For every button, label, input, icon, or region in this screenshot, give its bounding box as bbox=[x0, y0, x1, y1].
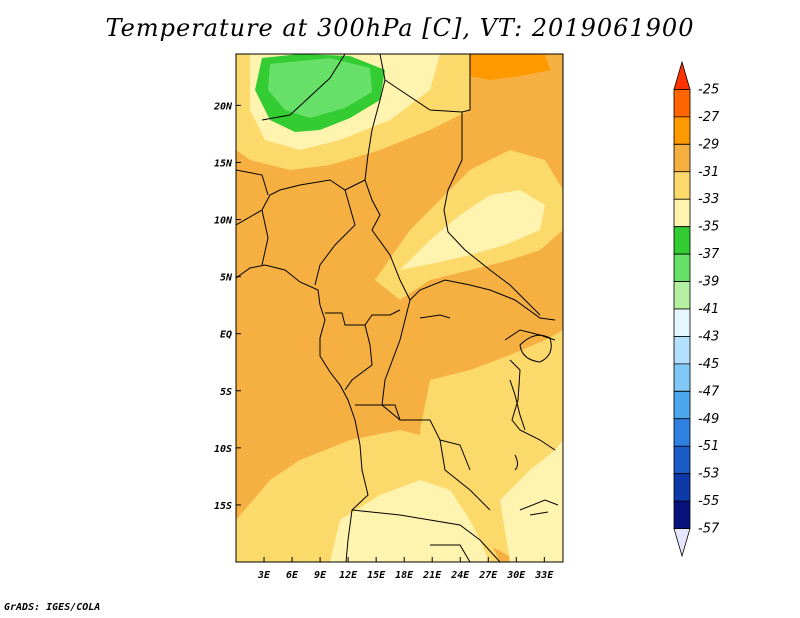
colorbar-label: -53 bbox=[698, 467, 719, 482]
colorbar-swatch bbox=[673, 198, 691, 228]
colorbar-label: -35 bbox=[698, 220, 719, 235]
colorbar-swatch bbox=[673, 445, 691, 475]
lon-tick-label: 12E bbox=[339, 570, 358, 581]
colorbar-swatch bbox=[673, 363, 691, 392]
lat-tick-label: 15S bbox=[214, 501, 232, 512]
lon-tick-label: 18E bbox=[395, 570, 414, 581]
colorbar-swatch bbox=[673, 171, 691, 200]
lon-tick-label: 15E bbox=[367, 570, 386, 581]
colorbar-label: -39 bbox=[698, 275, 719, 290]
map-frame bbox=[235, 53, 564, 563]
colorbar-label: -33 bbox=[698, 192, 719, 207]
colorbar-swatch bbox=[673, 253, 691, 282]
colorbar-label: -43 bbox=[698, 329, 719, 344]
lon-tick-label: 3E bbox=[257, 570, 271, 581]
latitude-axis: 20N 15N 10N 5N EQ 5S 10S 15S bbox=[213, 101, 241, 512]
lon-tick-label: 21E bbox=[422, 570, 442, 581]
country-borders bbox=[236, 54, 559, 562]
lat-tick-label: 10S bbox=[214, 444, 232, 455]
lon-tick-label: 24E bbox=[450, 570, 470, 581]
colorbar-swatch bbox=[673, 143, 691, 173]
grads-credit: GrADS: IGES/COLA bbox=[4, 602, 101, 613]
colorbar-label: -27 bbox=[698, 110, 720, 125]
colorbar-swatch bbox=[673, 418, 691, 447]
colorbar-label: -49 bbox=[698, 412, 719, 427]
colorbar-label: -25 bbox=[698, 82, 719, 97]
colorbar-swatch bbox=[673, 390, 691, 420]
lat-tick-label: 20N bbox=[213, 101, 233, 112]
lat-tick-label: EQ bbox=[220, 330, 232, 341]
map-title: Temperature at 300hPa [C], VT: 201906190… bbox=[105, 14, 695, 42]
colorbar-label: -57 bbox=[698, 522, 720, 537]
lon-tick-label: 27E bbox=[478, 570, 498, 581]
lon-tick-label: 30E bbox=[506, 570, 526, 581]
lat-tick-label: 15N bbox=[214, 158, 233, 169]
field-band-central-pale bbox=[400, 190, 545, 270]
colorbar-label: -41 bbox=[698, 302, 719, 317]
longitude-axis: 3E 6E 9E 12E 15E 18E 21E 24E 27E 30E 33E bbox=[257, 557, 554, 581]
colorbar-swatch bbox=[673, 473, 691, 502]
colorbar-swatch bbox=[673, 116, 691, 145]
colorbar-label: -45 bbox=[698, 357, 719, 372]
lon-tick-label: 6E bbox=[286, 570, 299, 581]
colorbar-label: -51 bbox=[698, 439, 719, 454]
colorbar-label: -31 bbox=[698, 165, 719, 180]
lat-tick-label: 5S bbox=[220, 387, 232, 398]
colorbar-swatch bbox=[673, 281, 691, 310]
lon-tick-label: 9E bbox=[314, 570, 327, 581]
temperature-field bbox=[236, 54, 563, 562]
field-band-southeast-pale bbox=[500, 440, 563, 562]
field-warm-patch bbox=[470, 54, 550, 80]
colorbar-label: -47 bbox=[698, 384, 720, 399]
colorbar-label: -29 bbox=[698, 137, 719, 152]
colorbar-swatch bbox=[673, 60, 691, 90]
lat-tick-label: 5N bbox=[220, 273, 233, 284]
colorbar-swatch bbox=[673, 500, 691, 529]
lon-tick-label: 33E bbox=[534, 570, 554, 581]
field-cold-core-light bbox=[268, 58, 372, 118]
lat-tick-label: 10N bbox=[214, 216, 233, 227]
colorbar-swatch bbox=[673, 336, 691, 365]
colorbar-swatch bbox=[673, 528, 691, 558]
colorbar-swatch bbox=[673, 226, 691, 255]
lake-outlines bbox=[419, 314, 552, 471]
colorbar: -25 -27 -29 -31 -33 -35 -37 -39 -41 -43 -45 -47 -49 -… bbox=[673, 60, 720, 558]
field-band-south-pale bbox=[330, 480, 490, 562]
colorbar-label: -37 bbox=[698, 247, 720, 262]
colorbar-label: -55 bbox=[698, 494, 719, 509]
colorbar-swatch bbox=[673, 89, 691, 118]
colorbar-swatch bbox=[673, 308, 691, 337]
